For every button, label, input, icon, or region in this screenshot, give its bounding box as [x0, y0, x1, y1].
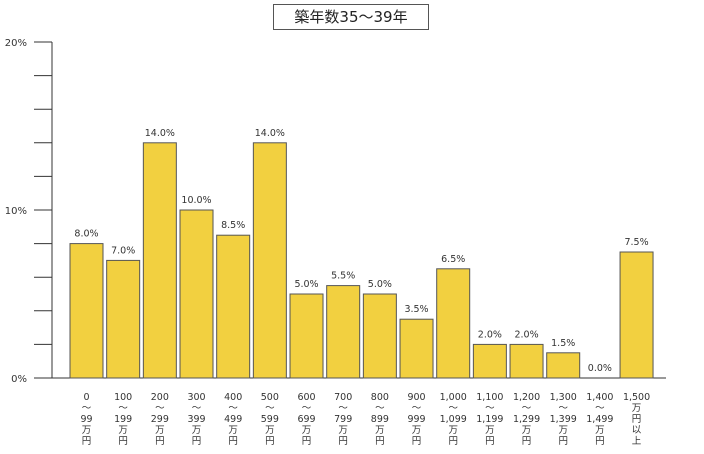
bar — [362, 293, 397, 379]
bar — [179, 209, 214, 379]
bar-value-label: 5.5% — [331, 271, 355, 282]
bar — [216, 234, 251, 379]
bar-value-label: 14.0% — [145, 128, 175, 139]
bar — [326, 285, 361, 379]
category-label: 1,000 〜 1,099 万円 — [440, 392, 467, 447]
category-label: 1,400 〜 1,499 万円 — [586, 392, 613, 447]
bar-value-label: 2.0% — [514, 329, 538, 340]
bar-value-label: 0.0% — [588, 363, 612, 374]
category-label: 700 〜 799 万円 — [334, 392, 352, 447]
category-label: 1,500 万円以上 — [623, 392, 650, 447]
category-label: 600 〜 699 万円 — [297, 392, 315, 447]
bar — [619, 251, 654, 379]
chart-title: 築年数35～39年 — [273, 4, 429, 30]
category-label: 1,300 〜 1,399 万円 — [550, 392, 577, 447]
y-tick-label: 20% — [5, 38, 27, 49]
bar-value-label: 1.5% — [551, 338, 575, 349]
bar-value-label: 10.0% — [181, 195, 211, 206]
bar-value-label: 8.5% — [221, 220, 245, 231]
bar-value-label: 5.0% — [294, 279, 318, 290]
category-label: 400 〜 499 万円 — [224, 392, 242, 447]
bar — [142, 142, 177, 379]
bar-value-label: 7.5% — [624, 237, 648, 248]
category-label: 1,100 〜 1,199 万円 — [476, 392, 503, 447]
bar-value-label: 8.0% — [74, 229, 98, 240]
bar-value-label: 14.0% — [255, 128, 285, 139]
bar — [546, 352, 581, 379]
category-label: 900 〜 999 万円 — [407, 392, 425, 447]
bar — [106, 259, 141, 379]
bar — [69, 243, 104, 379]
bar — [472, 343, 507, 379]
bar — [252, 142, 287, 379]
category-label: 100 〜 199 万円 — [114, 392, 132, 447]
bar — [509, 343, 544, 379]
bar — [399, 318, 434, 379]
bar — [436, 268, 471, 379]
category-label: 500 〜 599 万円 — [261, 392, 279, 447]
category-label: 800 〜 899 万円 — [371, 392, 389, 447]
y-tick-label: 10% — [5, 206, 27, 217]
bar-value-label: 7.0% — [111, 245, 135, 256]
category-label: 300 〜 399 万円 — [187, 392, 205, 447]
category-label: 1,200 〜 1,299 万円 — [513, 392, 540, 447]
category-label: 0 〜 99 万円 — [80, 392, 92, 447]
bar-value-label: 6.5% — [441, 254, 465, 265]
y-tick-label: 0% — [11, 374, 27, 385]
bar-value-label: 3.5% — [404, 304, 428, 315]
bar-value-label: 2.0% — [478, 329, 502, 340]
bar — [289, 293, 324, 379]
bar-value-label: 5.0% — [368, 279, 392, 290]
category-label: 200 〜 299 万円 — [151, 392, 169, 447]
